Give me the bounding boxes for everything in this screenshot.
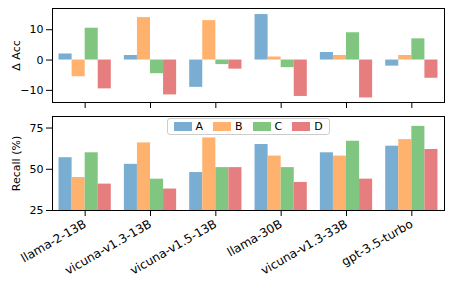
- html-text:B: B: [235, 120, 243, 133]
- html-text:D: D: [314, 120, 323, 133]
- svg-text:vicuna-v1.3-13B: vicuna-v1.3-13B: [62, 216, 154, 278]
- html-text:C: C: [274, 120, 283, 133]
- svg-text:−10: −10: [20, 84, 43, 97]
- svg-text:10: 10: [30, 23, 44, 36]
- svg-text:llama-2-13B: llama-2-13B: [18, 216, 89, 266]
- svg-text:vicuna-v1.5-13B: vicuna-v1.5-13B: [128, 217, 220, 278]
- html-text:A: A: [195, 120, 203, 133]
- svg-text:Recall (%): Recall (%): [10, 136, 23, 191]
- svg-text:llama-30B: llama-30B: [225, 217, 285, 260]
- svg-text:gpt-3.5-turbo: gpt-3.5-turbo: [339, 217, 415, 269]
- svg-text:50: 50: [30, 163, 44, 176]
- svg-text:25: 25: [30, 204, 44, 217]
- svg-text:0: 0: [37, 54, 44, 67]
- svg-text:75: 75: [30, 122, 44, 135]
- svg-text:Δ Acc: Δ Acc: [10, 40, 23, 70]
- svg-text:vicuna-v1.3-33B: vicuna-v1.3-33B: [258, 217, 350, 278]
